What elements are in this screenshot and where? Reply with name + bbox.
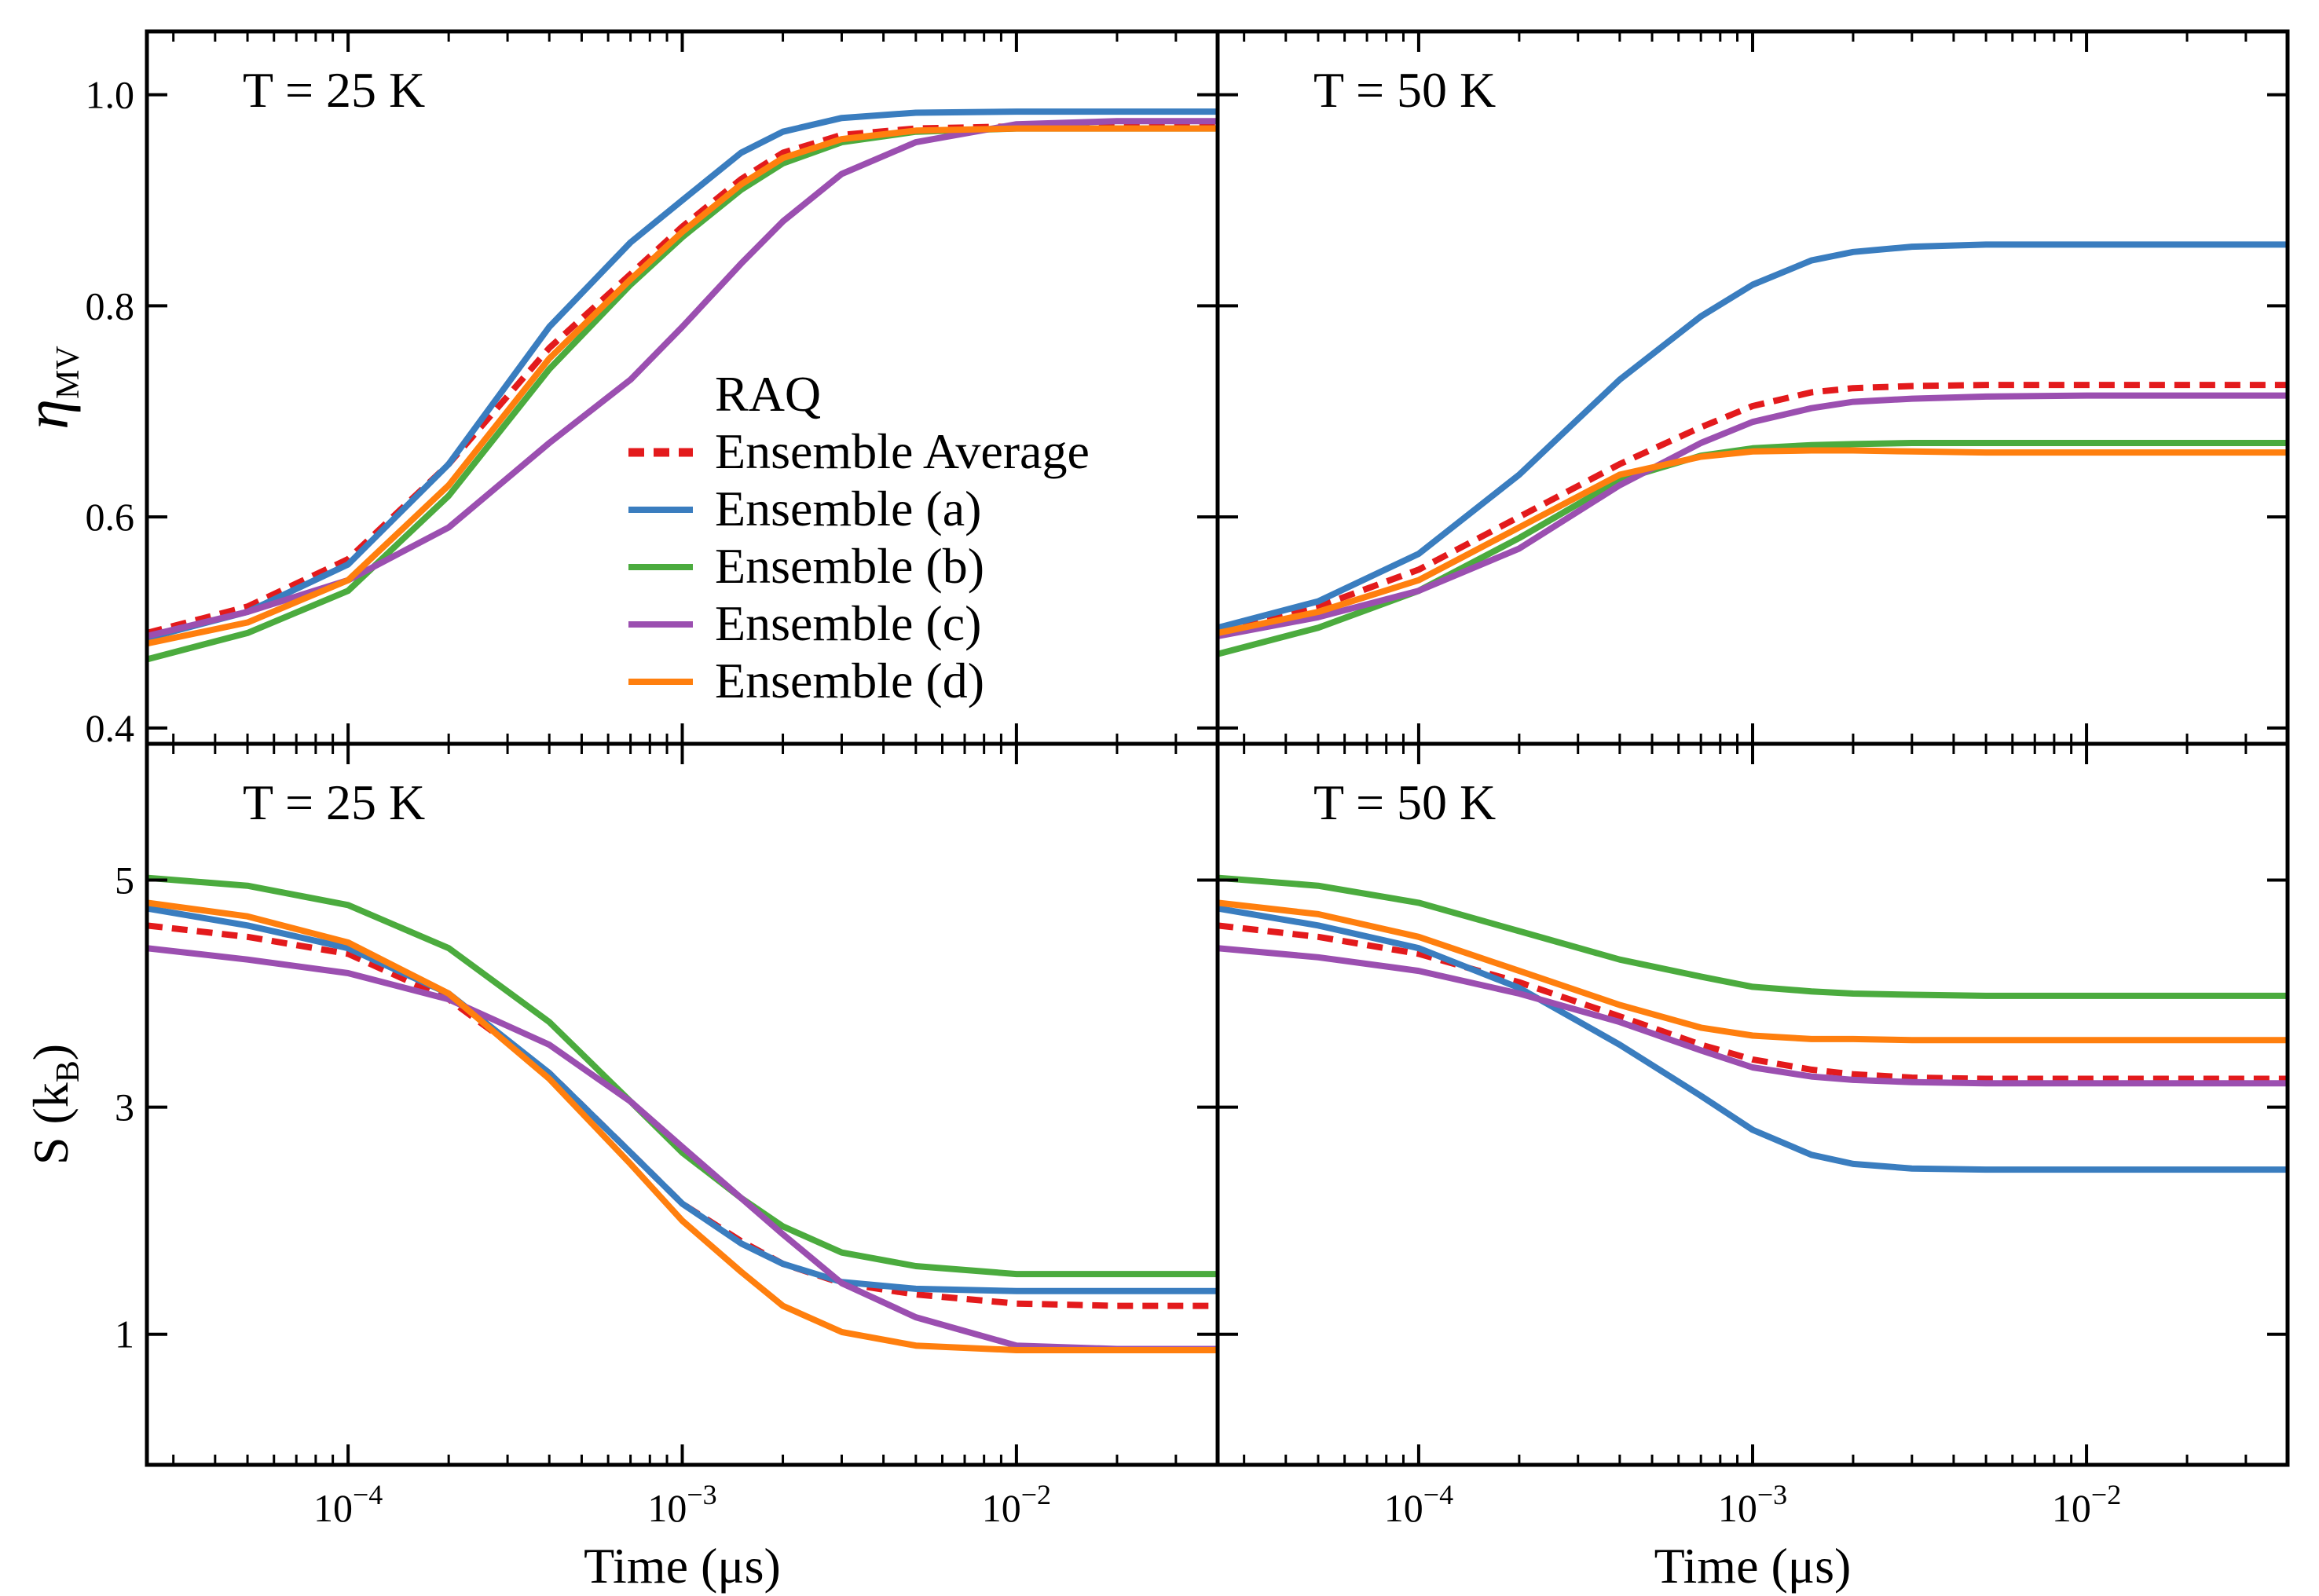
series-line-ensemble-d (147, 125, 1218, 647)
series-group (1218, 874, 2288, 1173)
y-axis-label: ηMV (13, 346, 86, 429)
x-tick-label: 10−2 (982, 1479, 1051, 1530)
y-tick-label: 5 (115, 858, 134, 902)
panel-3: 1 3 5 10−4 10−3 10−2 Time (μs) S (kB) T = 25 K (23, 741, 1220, 1594)
series-line-ensemble-b (1218, 874, 2288, 999)
temperature-annotation: T = 25 K (243, 774, 425, 830)
legend-label: Ensemble (a) (715, 481, 981, 536)
legend-label: Ensemble Average (715, 423, 1090, 479)
series-line-ensemble-average (1218, 922, 2288, 1082)
y-tick-label: 1.0 (86, 73, 135, 117)
x-tick-label: 10−3 (1718, 1479, 1787, 1530)
series-line-ensemble-d (1218, 899, 2288, 1044)
y-tick-label: 3 (115, 1085, 134, 1129)
x-tick-label: 10−4 (313, 1479, 383, 1530)
legend-label: Ensemble (b) (715, 538, 984, 594)
panel-1: 0.4 0.6 0.8 1.0 ηMV T = 25 K (13, 29, 1220, 750)
temperature-annotation: T = 50 K (1313, 62, 1496, 118)
y-axis-label: S (kB) (23, 1044, 86, 1165)
series-line-ensemble-c (147, 945, 1218, 1353)
series-line-ensemble-average (1218, 382, 2288, 631)
series-line-ensemble-d (147, 899, 1218, 1353)
x-axis-label: Time (μs) (584, 1538, 781, 1594)
series-group (147, 108, 1218, 663)
temperature-annotation: T = 25 K (243, 62, 425, 118)
series-line-ensemble-b (147, 125, 1218, 663)
y-tick-label: 0.8 (86, 284, 135, 328)
series-line-ensemble-c (1218, 945, 2288, 1087)
legend-label: Ensemble (d) (715, 653, 984, 708)
series-line-ensemble-d (1218, 447, 2288, 636)
y-tick-label: 0.6 (86, 495, 135, 539)
ticks (147, 744, 1218, 1465)
series-line-ensemble-a (147, 905, 1218, 1294)
series-group (1218, 241, 2288, 657)
x-tick-label: 10−2 (2052, 1479, 2121, 1530)
plot-frame (145, 29, 1220, 746)
series-line-ensemble-a (147, 108, 1218, 642)
series-line-ensemble-average (147, 922, 1218, 1309)
x-axis-label: Time (μs) (1654, 1538, 1852, 1594)
x-tick-label: 10−4 (1384, 1479, 1453, 1530)
series-line-ensemble-b (1218, 440, 2288, 657)
y-tick-label: 0.4 (86, 706, 135, 750)
ticks (1218, 744, 2288, 1465)
plot-frame (1215, 741, 2290, 1467)
series-line-ensemble-a (1218, 905, 2288, 1173)
ticks (147, 31, 1218, 744)
plot-frame (145, 741, 1220, 1467)
y-tick-label: 1 (115, 1312, 134, 1356)
x-tick-label: 10−3 (647, 1479, 716, 1530)
legend-label: Ensemble (c) (715, 595, 981, 651)
series-group (147, 874, 1218, 1353)
series-line-ensemble-c (1218, 392, 2288, 639)
panel-2: T = 50 K (1215, 29, 2290, 746)
series-line-ensemble-a (1218, 241, 2288, 631)
panel-4: 10−4 10−3 10−2 Time (μs) T = 50 K (1215, 741, 2290, 1594)
legend-title: RAQ (715, 366, 821, 422)
temperature-annotation: T = 50 K (1313, 774, 1496, 830)
